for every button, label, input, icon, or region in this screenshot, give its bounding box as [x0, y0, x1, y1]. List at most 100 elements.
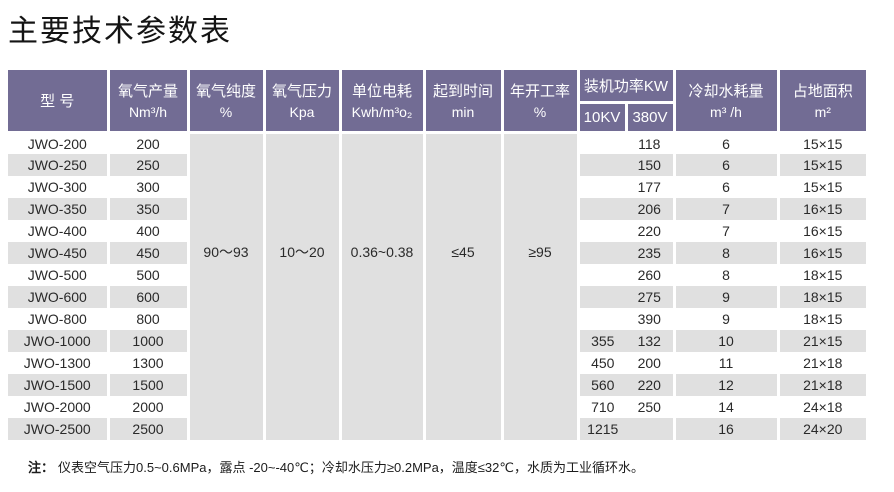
merged-purity: 90～93 — [188, 132, 266, 440]
cell-area: 15×15 — [778, 176, 866, 198]
header-model: 型 号 — [8, 70, 110, 134]
header-purity: 氧气纯度 % — [188, 70, 266, 134]
cell-water: 6 — [674, 132, 780, 154]
cell-output: 1000 — [108, 330, 190, 352]
cell-output: 800 — [108, 308, 190, 330]
table-row: JWO-500 500 260 8 18×15 — [8, 264, 866, 286]
cell-output: 2000 — [108, 396, 190, 418]
cell-water: 8 — [674, 242, 780, 264]
cell-10kv — [578, 132, 626, 154]
cell-area: 15×15 — [778, 132, 866, 154]
cell-380v: 206 — [626, 198, 676, 220]
cell-10kv: 560 — [578, 374, 626, 396]
cell-380v: 132 — [626, 330, 676, 352]
cell-water: 7 — [674, 198, 780, 220]
cell-model: JWO-800 — [8, 308, 110, 330]
cell-area: 15×15 — [778, 154, 866, 176]
cell-10kv — [578, 220, 626, 242]
header-area: 占地面积 m² — [778, 70, 866, 134]
table-body: JWO-200 200 90～93 10～20 0.36~0.38 ≤45 ≥9… — [8, 132, 866, 440]
table-header: 型 号 氧气产量 Nm³/h 氧气纯度 % 氧气压力 Kpa 单位电耗 Kwh/… — [8, 70, 866, 134]
cell-area: 18×15 — [778, 286, 866, 308]
cell-380v: 200 — [626, 352, 676, 374]
header-energy: 单位电耗 Kwh/m³o₂ — [340, 70, 426, 134]
header-10kv: 10KV — [578, 102, 628, 134]
cell-water: 9 — [674, 286, 780, 308]
cell-output: 400 — [108, 220, 190, 242]
header-start-time: 起到时间 min — [424, 70, 504, 134]
cell-water: 16 — [674, 418, 780, 440]
cell-380v: 250 — [626, 396, 676, 418]
merged-pressure: 10～20 — [264, 132, 342, 440]
cell-10kv — [578, 242, 626, 264]
cell-area: 16×15 — [778, 220, 866, 242]
table-row: JWO-2500 2500 1215 16 24×20 — [8, 418, 866, 440]
cell-10kv — [578, 286, 626, 308]
cell-water: 12 — [674, 374, 780, 396]
header-pressure: 氧气压力 Kpa — [264, 70, 342, 134]
cell-380v: 177 — [626, 176, 676, 198]
cell-area: 21×18 — [778, 374, 866, 396]
cell-10kv — [578, 176, 626, 198]
cell-output: 600 — [108, 286, 190, 308]
table-row: JWO-1500 1500 560 220 12 21×18 — [8, 374, 866, 396]
cell-output: 500 — [108, 264, 190, 286]
cell-area: 24×20 — [778, 418, 866, 440]
cell-380v: 260 — [626, 264, 676, 286]
header-380v: 380V — [626, 102, 676, 134]
cell-area: 21×18 — [778, 352, 866, 374]
cell-area: 18×15 — [778, 308, 866, 330]
cell-380v — [626, 418, 676, 440]
cell-10kv — [578, 154, 626, 176]
table-row: JWO-300 300 177 6 15×15 — [8, 176, 866, 198]
cell-model: JWO-1000 — [8, 330, 110, 352]
cell-10kv: 450 — [578, 352, 626, 374]
cell-model: JWO-600 — [8, 286, 110, 308]
cell-model: JWO-200 — [8, 132, 110, 154]
cell-380v: 390 — [626, 308, 676, 330]
cell-10kv: 710 — [578, 396, 626, 418]
merged-start-time: ≤45 — [424, 132, 504, 440]
cell-380v: 220 — [626, 220, 676, 242]
cell-380v: 235 — [626, 242, 676, 264]
cell-model: JWO-250 — [8, 154, 110, 176]
table-row: JWO-350 350 206 7 16×15 — [8, 198, 866, 220]
cell-area: 16×15 — [778, 242, 866, 264]
table-row: JWO-800 800 390 9 18×15 — [8, 308, 866, 330]
cell-area: 21×15 — [778, 330, 866, 352]
cell-area: 24×18 — [778, 396, 866, 418]
cell-10kv — [578, 308, 626, 330]
cell-model: JWO-450 — [8, 242, 110, 264]
cell-model: JWO-2500 — [8, 418, 110, 440]
cell-water: 6 — [674, 176, 780, 198]
merged-rate: ≥95 — [502, 132, 580, 440]
table-row: JWO-450 450 235 8 16×15 — [8, 242, 866, 264]
cell-10kv — [578, 198, 626, 220]
table-row: JWO-1300 1300 450 200 11 21×18 — [8, 352, 866, 374]
table-row: JWO-400 400 220 7 16×15 — [8, 220, 866, 242]
table-row: JWO-1000 1000 355 132 10 21×15 — [8, 330, 866, 352]
cell-10kv: 1215 — [578, 418, 626, 440]
header-model-label: 型 号 — [40, 92, 75, 110]
cell-model: JWO-350 — [8, 198, 110, 220]
cell-output: 200 — [108, 132, 190, 154]
cell-water: 10 — [674, 330, 780, 352]
table-row: JWO-200 200 90～93 10～20 0.36~0.38 ≤45 ≥9… — [8, 132, 866, 440]
cell-model: JWO-1500 — [8, 374, 110, 396]
cell-380v: 150 — [626, 154, 676, 176]
merged-energy: 0.36~0.38 — [340, 132, 426, 440]
page: 主要技术参数表 型 号 氧气产量 Nm³/h 氧气纯度 % — [0, 6, 894, 492]
cell-model: JWO-1300 — [8, 352, 110, 374]
cell-output: 2500 — [108, 418, 190, 440]
cell-water: 11 — [674, 352, 780, 374]
cell-water: 14 — [674, 396, 780, 418]
cell-output: 450 — [108, 242, 190, 264]
cell-output: 300 — [108, 176, 190, 198]
cell-380v: 118 — [626, 132, 676, 154]
cell-output: 350 — [108, 198, 190, 220]
table-row: JWO-2000 2000 710 250 14 24×18 — [8, 396, 866, 418]
cell-10kv — [578, 264, 626, 286]
cell-area: 16×15 — [778, 198, 866, 220]
cell-water: 9 — [674, 308, 780, 330]
cell-380v: 220 — [626, 374, 676, 396]
